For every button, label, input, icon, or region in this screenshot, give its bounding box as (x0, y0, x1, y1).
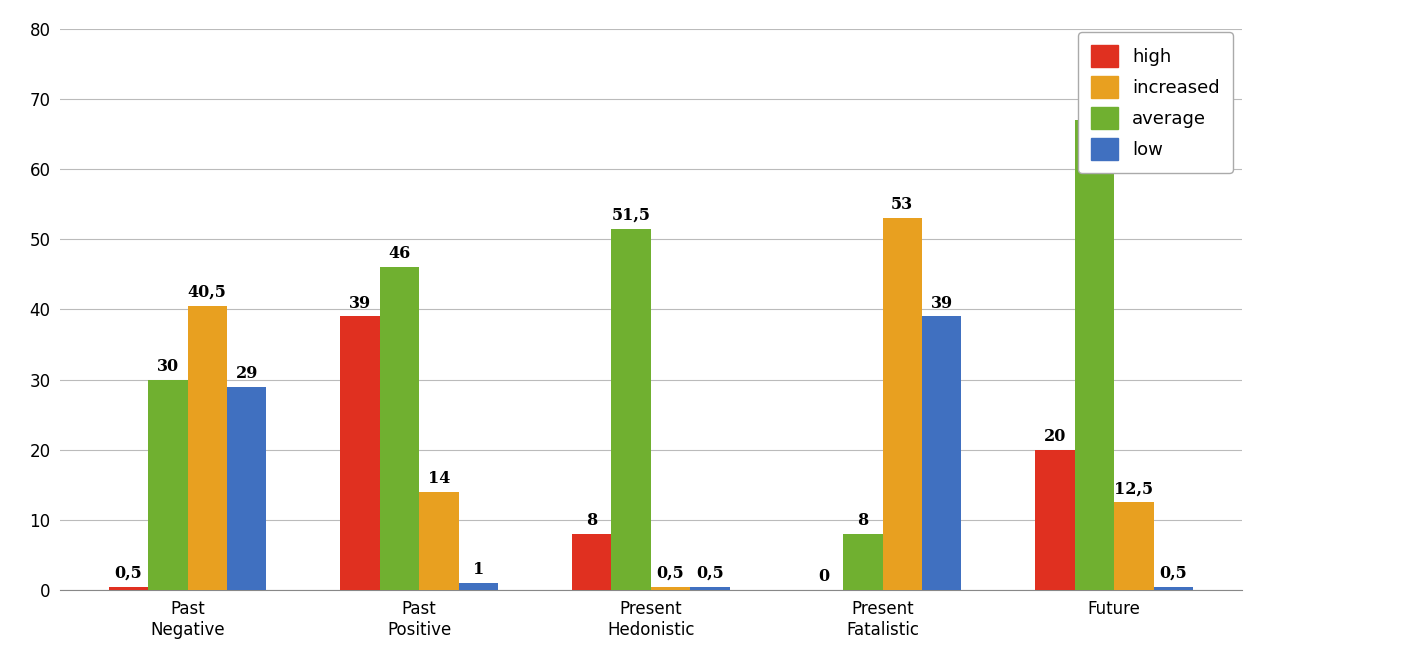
Bar (651, 587, 690, 590)
Bar (1035, 450, 1075, 590)
Text: 8: 8 (585, 512, 597, 529)
Bar (1114, 502, 1154, 590)
Bar (420, 492, 458, 590)
Bar (109, 587, 149, 590)
Text: 12,5: 12,5 (1114, 480, 1154, 498)
Text: 67: 67 (1084, 98, 1105, 115)
Bar (1154, 587, 1192, 590)
Text: 40,5: 40,5 (188, 284, 227, 301)
Text: 14: 14 (428, 470, 450, 487)
Bar (340, 316, 380, 590)
Text: 1: 1 (473, 561, 484, 578)
Bar (187, 306, 227, 590)
Text: 20: 20 (1044, 428, 1067, 445)
Legend: high, increased, average, low: high, increased, average, low (1078, 32, 1232, 173)
Bar (843, 534, 883, 590)
Text: 51,5: 51,5 (611, 207, 651, 224)
Text: 0: 0 (818, 568, 830, 585)
Bar (883, 218, 922, 590)
Text: 8: 8 (857, 512, 868, 529)
Bar (922, 316, 961, 590)
Bar (573, 534, 611, 590)
Bar (380, 267, 420, 590)
Text: 53: 53 (891, 196, 914, 213)
Text: 29: 29 (236, 365, 258, 382)
Text: 0,5: 0,5 (1160, 565, 1187, 582)
Text: 39: 39 (348, 295, 371, 311)
Text: 39: 39 (931, 295, 952, 311)
Bar (690, 587, 730, 590)
Text: 0,5: 0,5 (657, 565, 684, 582)
Bar (227, 387, 266, 590)
Text: 30: 30 (157, 358, 178, 375)
Text: 0,5: 0,5 (695, 565, 724, 582)
Text: 46: 46 (388, 245, 411, 262)
Bar (1075, 120, 1114, 590)
Bar (458, 583, 498, 590)
Text: 0,5: 0,5 (114, 565, 143, 582)
Bar (149, 380, 187, 590)
Bar (611, 229, 651, 590)
